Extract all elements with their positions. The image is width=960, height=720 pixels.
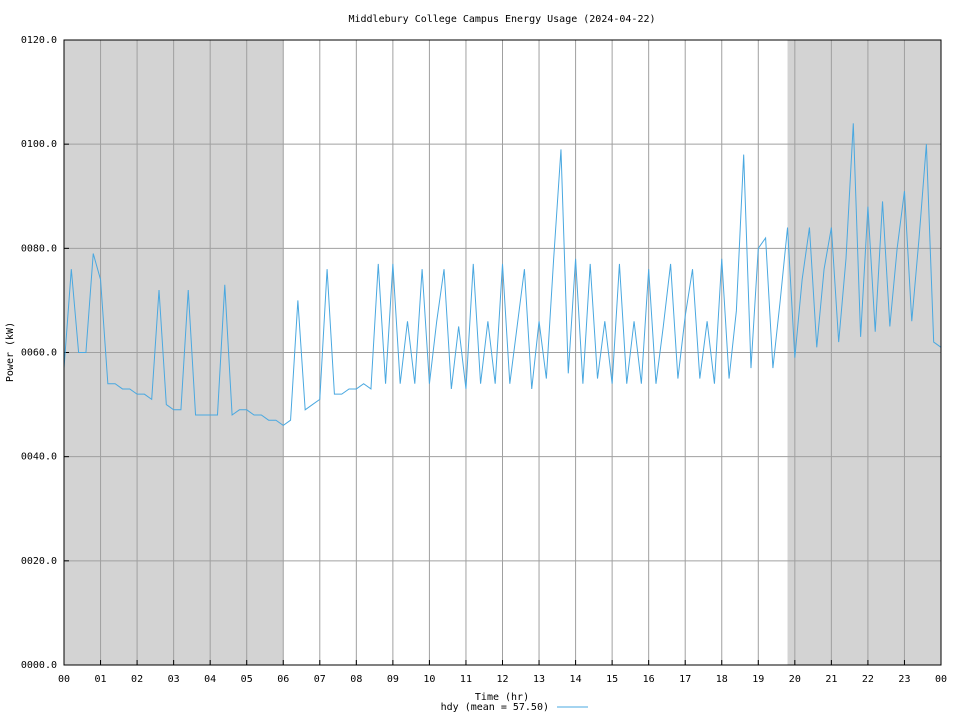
x-tick-label: 08 <box>350 674 362 685</box>
x-tick-label: 20 <box>789 674 801 685</box>
x-tick-label: 10 <box>423 674 435 685</box>
x-tick-label: 17 <box>679 674 691 685</box>
x-tick-label: 07 <box>314 674 326 685</box>
x-tick-label: 21 <box>825 674 837 685</box>
x-tick-label: 02 <box>131 674 143 685</box>
x-tick-label: 23 <box>898 674 910 685</box>
x-tick-label: 06 <box>277 674 289 685</box>
x-tick-label: 18 <box>716 674 728 685</box>
x-tick-label: 11 <box>460 674 472 685</box>
x-tick-label: 13 <box>533 674 545 685</box>
x-tick-label: 00 <box>58 674 70 685</box>
x-tick-label: 22 <box>862 674 874 685</box>
y-tick-label: 0120.0 <box>21 35 57 46</box>
x-tick-label: 03 <box>168 674 180 685</box>
x-tick-label: 05 <box>241 674 253 685</box>
data-line <box>63 123 942 427</box>
x-tick-label: 04 <box>204 674 216 685</box>
y-tick-label: 0020.0 <box>21 556 57 567</box>
x-axis-label: Time (hr) <box>475 692 529 703</box>
x-tick-label: 09 <box>387 674 399 685</box>
y-tick-label: 0040.0 <box>21 452 57 463</box>
x-tick-label: 00 <box>935 674 947 685</box>
x-tick-label: 16 <box>643 674 655 685</box>
x-tick-label: 15 <box>606 674 618 685</box>
plot-border <box>63 39 942 666</box>
x-tick-label: 19 <box>752 674 764 685</box>
x-tick-label: 14 <box>570 674 582 685</box>
x-tick-label: 01 <box>95 674 107 685</box>
y-tick-label: 0100.0 <box>21 139 57 150</box>
y-axis-label: Power (kW) <box>5 322 16 382</box>
y-tick-label: 0060.0 <box>21 348 57 359</box>
x-tick-label: 12 <box>496 674 508 685</box>
legend-label: hdy (mean = 57.50) <box>441 702 549 713</box>
y-tick-label: 0000.0 <box>21 660 57 671</box>
chart-title: Middlebury College Campus Energy Usage (… <box>348 14 655 25</box>
y-tick-label: 0080.0 <box>21 243 57 254</box>
